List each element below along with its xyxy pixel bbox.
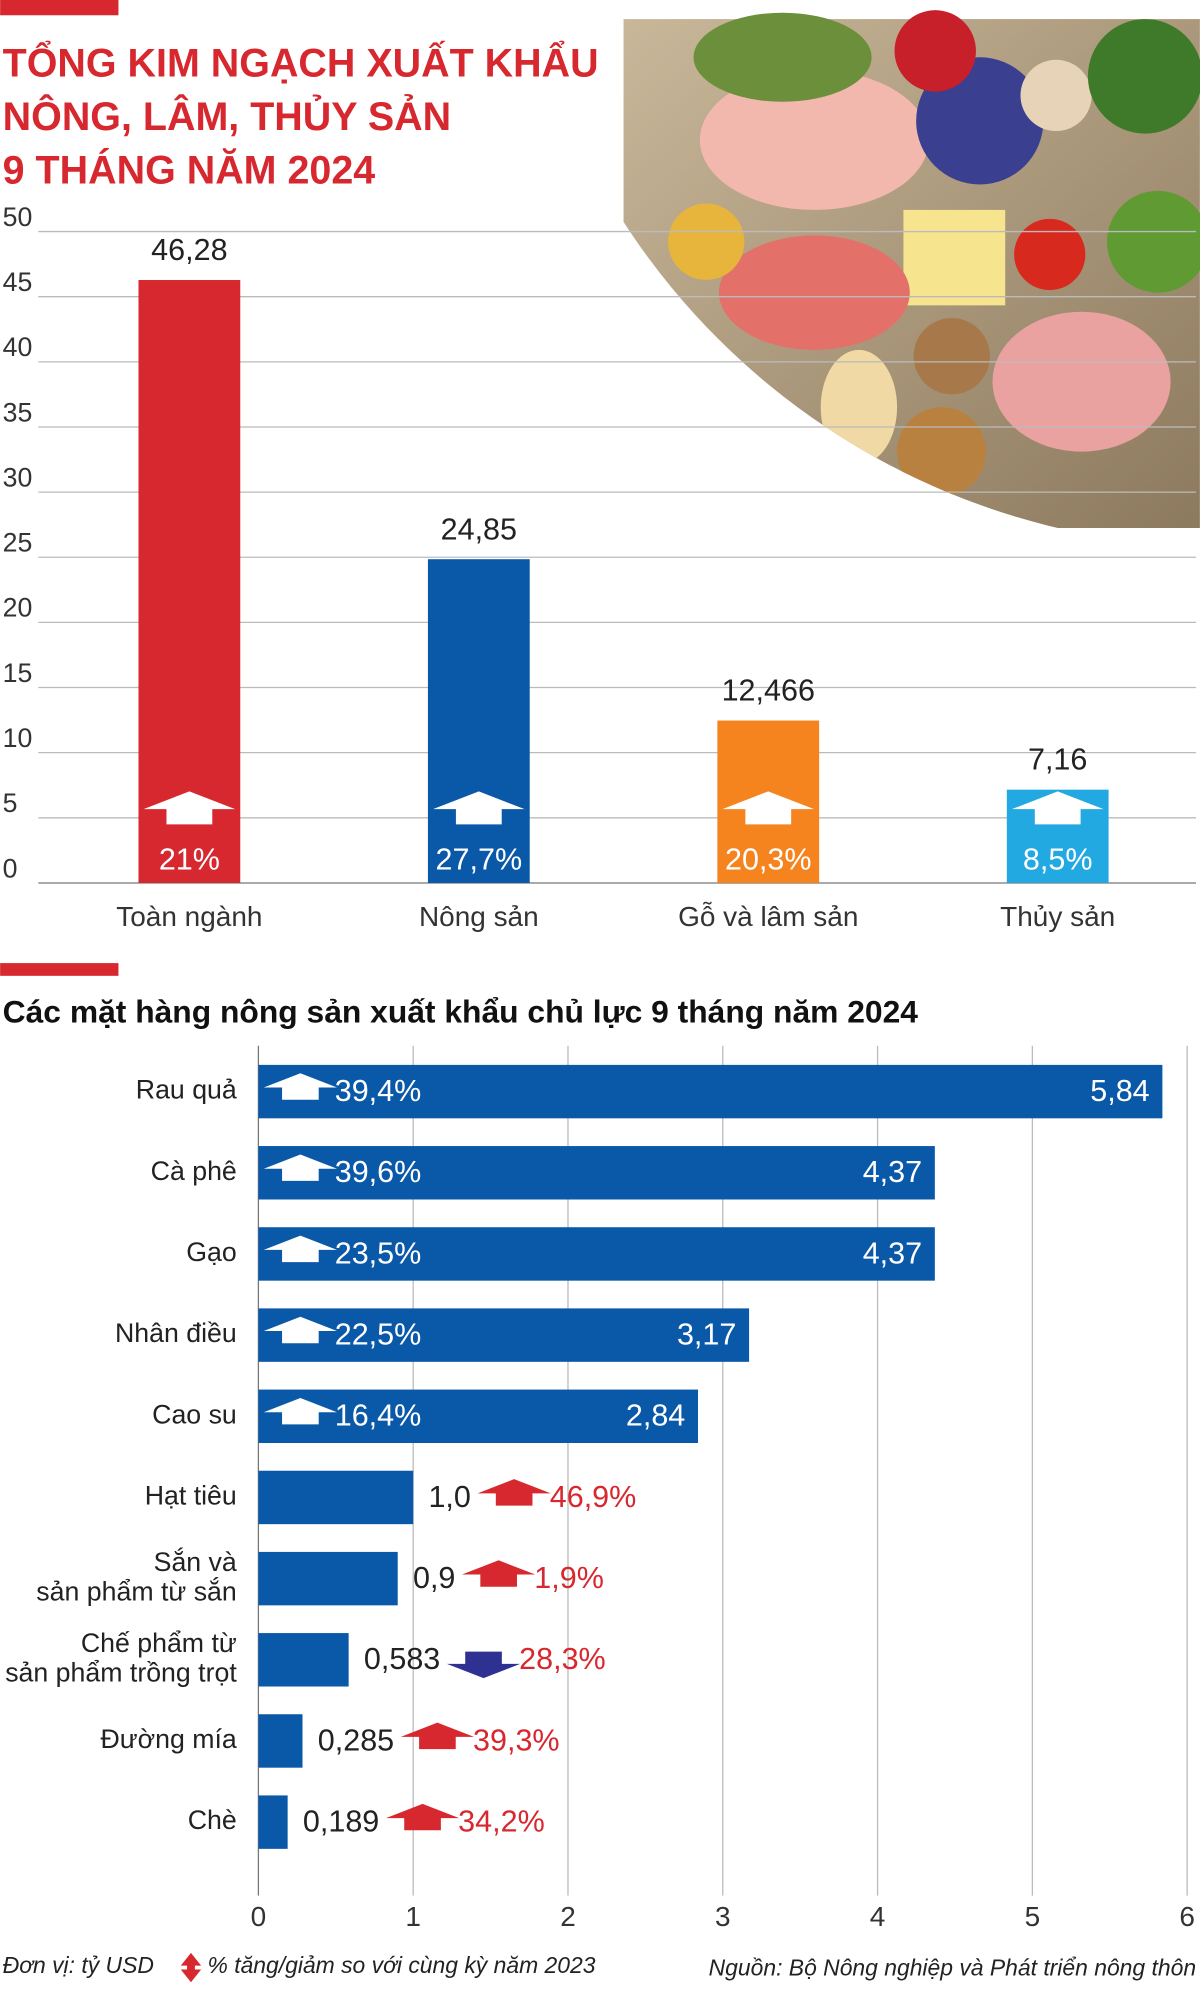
change-label: 22,5% (335, 1317, 422, 1351)
category-label: Đường mía (100, 1724, 236, 1754)
value-label: 5,84 (1090, 1074, 1149, 1108)
x-tick-label: 0 (251, 1901, 267, 1932)
bar (258, 1795, 288, 1849)
value-label: 24,85 (441, 512, 517, 546)
change-label: 8,5% (1023, 842, 1093, 876)
change-label: 28,3% (519, 1642, 606, 1676)
bar (258, 1633, 349, 1687)
x-tick-label: 3 (715, 1901, 731, 1932)
x-tick-label: Gỗ và lâm sản (678, 901, 858, 932)
y-tick-label: 5 (3, 788, 18, 818)
change-label: 23,5% (335, 1236, 422, 1270)
footer-legend: % tăng/giảm so với cùng kỳ năm 2023 (208, 1952, 596, 1978)
x-tick-label: 2 (560, 1901, 576, 1932)
category-label: Gạo (186, 1237, 236, 1267)
category-label: Chế phẩm từ sản phẩm trồng trọt (5, 1628, 237, 1687)
category-label: Nhân điều (115, 1318, 237, 1348)
category-label: Hạt tiêu (145, 1481, 237, 1511)
x-tick-label: 4 (870, 1901, 886, 1932)
value-label: 0,583 (364, 1642, 440, 1676)
bar (258, 1470, 414, 1525)
bar (258, 1551, 398, 1606)
bar (427, 559, 530, 883)
y-tick-label: 45 (3, 267, 33, 297)
y-tick-label: 0 (3, 853, 18, 883)
y-tick-label: 10 (3, 723, 33, 753)
bar (138, 280, 241, 883)
footer-unit: Đơn vị: tỷ USD (3, 1952, 154, 1978)
change-arrow (385, 1803, 460, 1831)
change-label: 20,3% (725, 842, 812, 876)
change-label: 1,9% (534, 1561, 604, 1595)
value-label: 12,466 (722, 674, 815, 708)
accent-bar (0, 0, 119, 16)
change-label: 16,4% (335, 1399, 422, 1433)
x-tick-label: Thủy sản (1000, 901, 1115, 932)
bar (258, 1146, 935, 1200)
y-tick-label: 20 (3, 593, 33, 623)
change-arrow (400, 1722, 475, 1750)
change-label: 39,6% (335, 1155, 422, 1189)
x-tick-label: Toàn ngành (116, 901, 262, 932)
value-label: 0,189 (303, 1804, 379, 1838)
accent-bar (0, 963, 119, 976)
chart-title: 9 THÁNG NĂM 2024 (3, 148, 376, 192)
change-arrow (263, 1073, 338, 1100)
y-tick-label: 30 (3, 462, 33, 492)
y-tick-label: 15 (3, 658, 33, 688)
change-label: 46,9% (550, 1480, 637, 1514)
change-arrow (263, 1235, 338, 1263)
category-label: Rau quả (136, 1075, 237, 1105)
food-photo (623, 10, 1200, 528)
category-label: Cao su (152, 1399, 237, 1429)
value-label: 4,37 (863, 1236, 922, 1270)
x-tick-label: 1 (405, 1901, 421, 1932)
value-label: 3,17 (677, 1317, 736, 1351)
y-tick-label: 35 (3, 397, 33, 427)
change-arrow (477, 1479, 551, 1506)
change-arrow (462, 1560, 536, 1587)
value-label: 46,28 (151, 233, 227, 267)
value-label: 0,9 (413, 1561, 455, 1595)
category-label: Cà phê (151, 1156, 237, 1186)
y-tick-label: 50 (3, 202, 33, 232)
category-label: Sắn và sản phẩm từ sắn (36, 1546, 237, 1606)
value-label: 2,84 (626, 1399, 685, 1433)
change-label: 39,4% (335, 1074, 422, 1108)
value-label: 4,37 (863, 1155, 922, 1189)
bar (258, 1308, 750, 1362)
change-label: 27,7% (436, 842, 523, 876)
x-tick-label: 5 (1025, 1901, 1041, 1932)
x-tick-label: 6 (1179, 1901, 1195, 1932)
legend-down-icon (180, 1963, 202, 1983)
legend-up-icon (180, 1952, 202, 1973)
change-arrow (722, 791, 815, 825)
change-label: 21% (159, 842, 220, 876)
x-tick-label: Nông sản (419, 901, 539, 932)
y-tick-label: 40 (3, 332, 33, 362)
change-arrow (263, 1316, 338, 1344)
chart-title: NÔNG, LÂM, THỦY SẢN (3, 94, 451, 139)
bar (258, 1389, 699, 1444)
category-label: Chè (188, 1805, 237, 1835)
chart-title: TỔNG KIM NGẠCH XUẤT KHẨU (3, 41, 599, 86)
change-label: 34,2% (458, 1804, 545, 1838)
value-label: 7,16 (1028, 743, 1087, 777)
change-arrow (446, 1651, 521, 1679)
bar (258, 1064, 1163, 1119)
value-label: 1,0 (428, 1480, 470, 1514)
footer-source: Nguồn: Bộ Nông nghiệp và Phát triển nông… (709, 1955, 1196, 1981)
bar (258, 1714, 303, 1768)
chart-title: Các mặt hàng nông sản xuất khẩu chủ lực … (3, 993, 919, 1029)
bar (258, 1227, 935, 1281)
change-arrow (263, 1397, 338, 1425)
y-tick-label: 25 (3, 528, 33, 558)
change-label: 39,3% (473, 1723, 560, 1757)
change-arrow (1011, 791, 1104, 825)
change-arrow (143, 791, 236, 825)
change-arrow (263, 1154, 338, 1181)
value-label: 0,285 (318, 1723, 394, 1757)
